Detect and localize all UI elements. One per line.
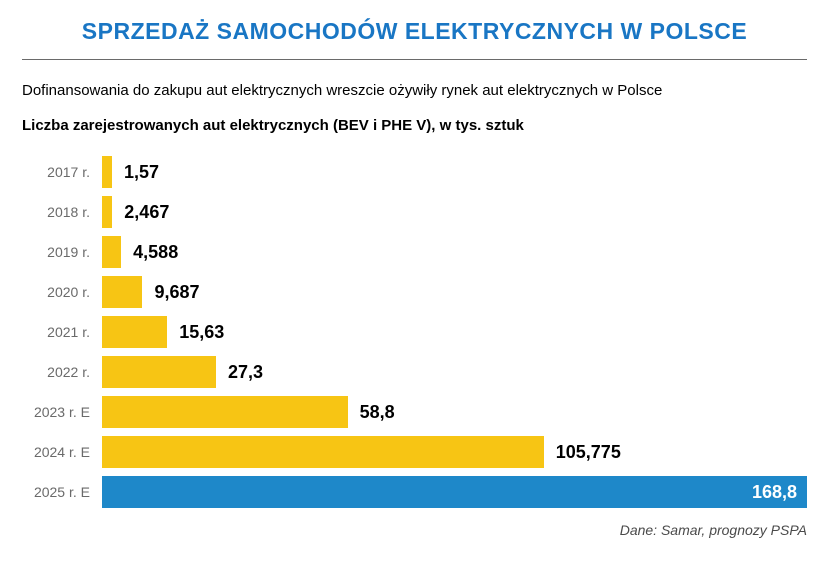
data-source: Dane: Samar, prognozy PSPA [22, 522, 807, 538]
bar-value: 58,8 [360, 402, 395, 423]
y-axis-label: 2019 r. [22, 244, 102, 260]
bar-value: 4,588 [133, 242, 178, 263]
y-axis-label: 2021 r. [22, 324, 102, 340]
chart-row: 2024 r. E 105,775 [22, 432, 807, 472]
bar [102, 316, 167, 348]
chart-row: 2019 r. 4,588 [22, 232, 807, 272]
chart-row: 2021 r. 15,63 [22, 312, 807, 352]
bar [102, 196, 112, 228]
bar-value: 15,63 [179, 322, 224, 343]
bar-track: 9,687 [102, 272, 807, 312]
bar-track: 1,57 [102, 152, 807, 192]
bar [102, 396, 348, 428]
chart-subtitle: Dofinansowania do zakupu aut elektryczny… [22, 82, 807, 99]
chart-title: SPRZEDAŻ SAMOCHODÓW ELEKTRYCZNYCH W POLS… [22, 18, 807, 60]
chart-row: 2022 r. 27,3 [22, 352, 807, 392]
bar-track: 4,588 [102, 232, 807, 272]
bar-value: 105,775 [556, 442, 621, 463]
y-axis-label: 2024 r. E [22, 444, 102, 460]
chart-row: 2025 r. E 168,8 [22, 472, 807, 512]
bar-track: 105,775 [102, 432, 807, 472]
bar-value: 9,687 [154, 282, 199, 303]
y-axis-label: 2020 r. [22, 284, 102, 300]
bar-track: 27,3 [102, 352, 807, 392]
bar-value: 168,8 [752, 482, 797, 503]
y-axis-label: 2018 r. [22, 204, 102, 220]
y-axis-label: 2017 r. [22, 164, 102, 180]
bar-track: 168,8 [102, 472, 807, 512]
bar [102, 156, 112, 188]
bar [102, 436, 544, 468]
chart-row: 2018 r. 2,467 [22, 192, 807, 232]
bar-value: 27,3 [228, 362, 263, 383]
chart-row: 2023 r. E 58,8 [22, 392, 807, 432]
bar [102, 236, 121, 268]
bar [102, 356, 216, 388]
bar-value: 2,467 [124, 202, 169, 223]
y-axis-label: 2022 r. [22, 364, 102, 380]
bar: 168,8 [102, 476, 807, 508]
bar-value: 1,57 [124, 162, 159, 183]
y-axis-label: 2025 r. E [22, 484, 102, 500]
axis-label: Liczba zarejestrowanych aut elektrycznyc… [22, 117, 807, 134]
bar-track: 58,8 [102, 392, 807, 432]
bar [102, 276, 142, 308]
chart-row: 2017 r. 1,57 [22, 152, 807, 192]
y-axis-label: 2023 r. E [22, 404, 102, 420]
bar-chart: 2017 r. 1,57 2018 r. 2,467 2019 r. 4,588 2020 … [22, 152, 807, 512]
bar-track: 2,467 [102, 192, 807, 232]
bar-track: 15,63 [102, 312, 807, 352]
chart-row: 2020 r. 9,687 [22, 272, 807, 312]
